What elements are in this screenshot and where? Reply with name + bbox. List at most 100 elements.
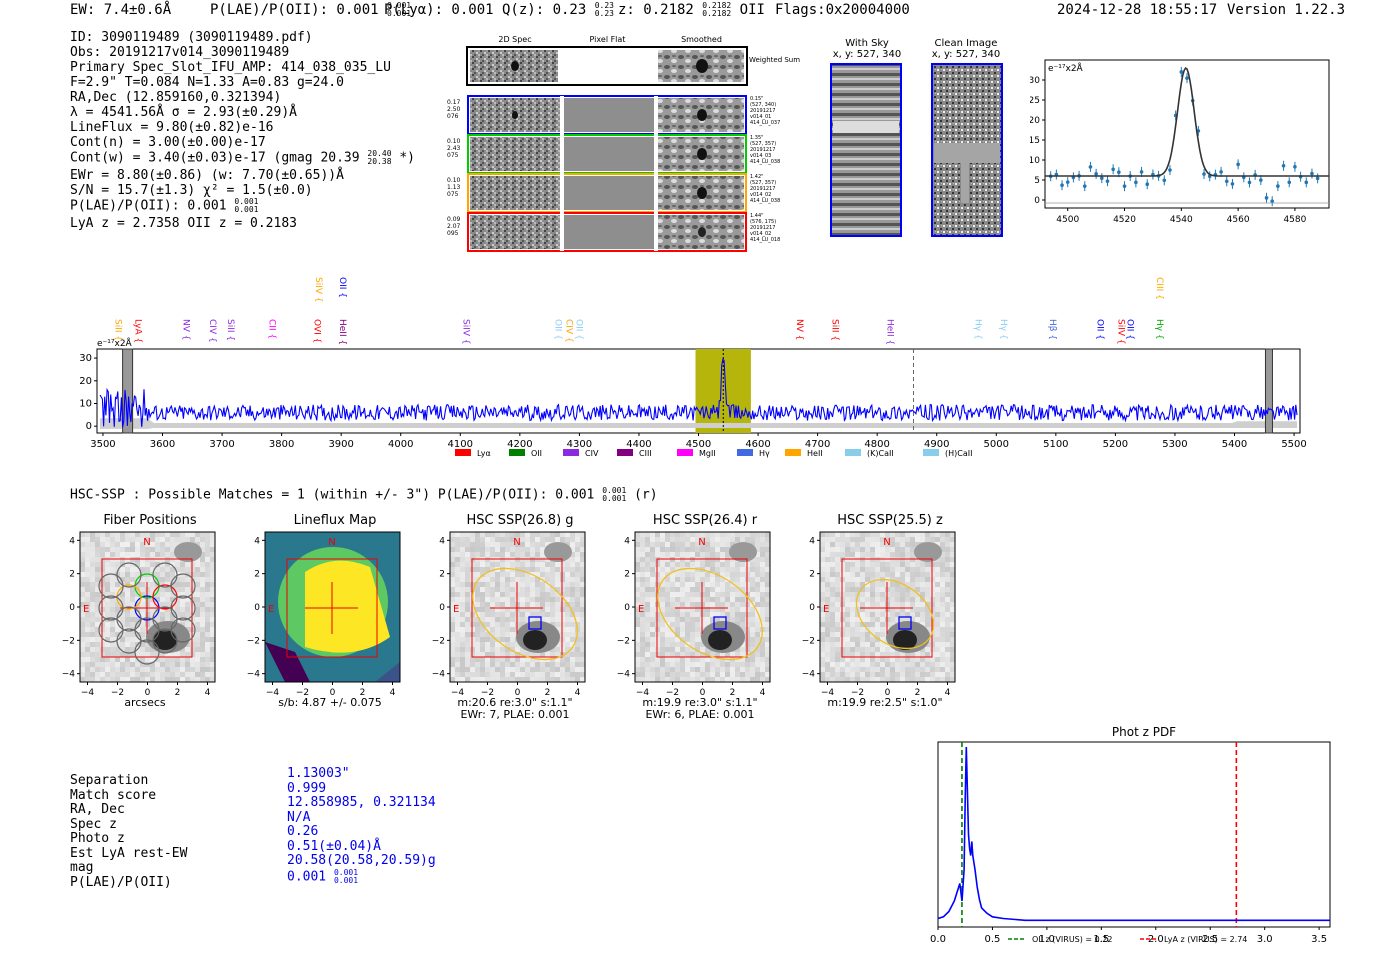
cutout-caption: arcsecs xyxy=(65,697,225,709)
spectrum-line-id: Hγ { xyxy=(998,319,1008,340)
match-value-ew: 0.51(±0.04)Å xyxy=(287,838,381,854)
header-z: z: 0.2182 0.2182 0.2182 OII xyxy=(618,2,765,19)
spectrum-line-id: CIII { xyxy=(1154,277,1164,300)
spectrum-line-label: CIV { xyxy=(207,319,217,343)
spectrum-line-label: HeII { xyxy=(884,319,894,345)
line-fit-point xyxy=(1287,180,1292,185)
line-fit-point xyxy=(1276,184,1280,188)
match-plae-lo: 0.001 xyxy=(333,875,359,885)
info-radec: RA,Dec (12.859160,0.321394) xyxy=(70,90,282,105)
header-qz-hi: 0.23 xyxy=(594,1,614,10)
spectrum-line-id: LyA { xyxy=(133,319,143,343)
spectrum-xtick-label: 3700 xyxy=(209,439,234,450)
cutout-image: N E −4 −4 −2 −2 0 0 2 2 4 4 xyxy=(62,531,216,698)
info-params: F=2.9" T=0.084 N=1.33 A=0.83 g=24.0 xyxy=(70,75,344,90)
cutout-image: N E −4 −4 −2 −2 0 0 2 2 4 4 xyxy=(802,531,956,698)
detection-info: ID: 3090119489 (3090119489.pdf) Obs: 201… xyxy=(70,30,415,231)
spectrum-line-label: SiII { xyxy=(225,319,235,341)
cutout-ytick-label: 0 xyxy=(439,603,445,613)
line-fit-ytick-label: 0 xyxy=(1034,196,1040,206)
line-fit-xtick-label: 4520 xyxy=(1113,215,1136,225)
hsc-aperture-ellipse xyxy=(657,567,763,661)
line-fit-ylabel: e⁻¹⁷x2Å xyxy=(1048,62,1084,74)
info-lyaz: LyA z = 2.7358 OII z = 0.2183 xyxy=(70,216,297,231)
spectrum-line-id: NV { xyxy=(180,319,190,340)
cutout-xtick-label: 0 xyxy=(885,688,891,698)
spectrum-line-label: LyA { xyxy=(133,319,143,343)
fiber-row-1 xyxy=(467,95,747,135)
spectrum-line-id: HeII { xyxy=(337,319,347,345)
line-fit-point xyxy=(1281,163,1286,168)
cutout-ytick-label: −2 xyxy=(247,636,260,646)
line-fit-ytick-label: 5 xyxy=(1034,176,1040,186)
cutout-xtick-label: −4 xyxy=(821,688,835,698)
fiber-row-3-right: 1.42" (527, 357) 20191217 v014_02 414_LU_038 xyxy=(750,174,781,204)
info-plae-lo: 0.001 xyxy=(234,205,259,214)
line-fit-point xyxy=(1105,179,1110,183)
match-value-specz: N/A xyxy=(287,809,311,825)
line-fit-point xyxy=(1060,183,1064,188)
fiber-circle xyxy=(98,595,124,621)
spectrum-xtick-label: 4200 xyxy=(507,439,532,450)
line-fit-xtick-label: 4580 xyxy=(1283,215,1306,225)
spectrum-ytick-label: 0 xyxy=(86,421,92,432)
aperture-box xyxy=(286,558,378,658)
cutout-caption-line1: arcsecs xyxy=(124,696,166,709)
hsc-title: HSC-SSP : Possible Matches = 1 (within +… xyxy=(70,487,658,503)
spectrum-ytick-label: 30 xyxy=(79,353,92,364)
spectrum-xtick-label: 4700 xyxy=(805,439,830,450)
info-contw: Cont(w) = 3.40(±0.03)e-17 (gmag 20.39 20… xyxy=(70,150,415,168)
cutout-xtick-label: 0 xyxy=(145,688,151,698)
cutout-xtick-label: −4 xyxy=(451,688,465,698)
cutout-ytick-label: 0 xyxy=(69,603,75,613)
line-fit-point xyxy=(1219,170,1223,174)
info-id: ID: 3090119489 (3090119489.pdf) xyxy=(70,30,313,45)
line-fit-point xyxy=(1224,179,1229,184)
cutout-xtick-label: −2 xyxy=(296,688,309,698)
header-flags: Flags:0x20004000 xyxy=(775,2,910,18)
hsc-plae-hi: 0.001 xyxy=(602,486,627,495)
spectrum-line-label: Hγ { xyxy=(998,319,1008,340)
spectrum-line-id: SiIV { xyxy=(460,319,470,345)
line-fit-point xyxy=(1134,180,1138,185)
photz-xtick-label: 3.0 xyxy=(1257,934,1273,945)
spectrum-xtick-label: 3800 xyxy=(269,439,294,450)
cutout-xtick-label: −2 xyxy=(851,688,864,698)
cutout-ytick-label: 4 xyxy=(439,536,445,546)
line-fit-ytick-label: 15 xyxy=(1030,136,1040,146)
cutout-xtick-label: 4 xyxy=(575,688,581,698)
spectrum-line-label: OII { xyxy=(337,277,347,298)
photz-xtick-label: 1.5 xyxy=(1093,934,1109,945)
cutout-caption-line1: m:20.6 re:3.0" s:1.1" xyxy=(457,696,573,709)
header-plae: P(LAE)/P(OII): 0.001 0.001 0.001 xyxy=(210,2,411,19)
spectrum-xtick-label: 3600 xyxy=(150,439,175,450)
cutout-xtick-label: −4 xyxy=(266,688,280,698)
match-table-values: 1.13003" 0.999 12.858985, 0.321134 N/A 0… xyxy=(287,766,436,885)
match-plae-hi: 0.001 xyxy=(333,867,359,877)
line-fit-xtick-label: 4560 xyxy=(1227,215,1250,225)
match-value-score: 0.999 xyxy=(287,780,327,796)
fiber-row-3 xyxy=(467,173,747,213)
line-fit-point xyxy=(1179,70,1184,74)
line-fit-point xyxy=(1117,170,1121,175)
spectrum-line-label: Hβ { xyxy=(1047,319,1057,340)
cutout-ytick-label: −4 xyxy=(62,670,76,680)
cutout-caption: m:20.6 re:3.0" s:1.1" EWr: 7, PLAE: 0.001 xyxy=(435,697,595,721)
fiber-circle xyxy=(170,595,196,621)
info-contw-end: *) xyxy=(399,150,415,166)
cutout-ytick-label: 4 xyxy=(624,536,630,546)
line-fit-xtick-label: 4540 xyxy=(1170,215,1193,225)
fiber-row-2-left: 0.10 2.43 075 xyxy=(447,138,461,159)
photz-xtick-label: 1.0 xyxy=(1039,934,1055,945)
line-fit-point xyxy=(1088,165,1093,169)
line-fit-point xyxy=(1168,168,1172,172)
fiber-circle xyxy=(116,562,142,588)
legend-swatch xyxy=(677,449,693,456)
header-ew: EW: 7.4±0.6Å xyxy=(70,2,172,18)
spectrum-xtick-label: 4100 xyxy=(448,439,473,450)
spectrum-xtick-label: 4900 xyxy=(924,439,949,450)
spectrum-line-label: Hγ { xyxy=(1154,319,1164,340)
north-label: N xyxy=(883,537,890,548)
col-smoothed: Smoothed xyxy=(681,35,722,44)
spectrum-xtick-label: 5300 xyxy=(1162,439,1187,450)
